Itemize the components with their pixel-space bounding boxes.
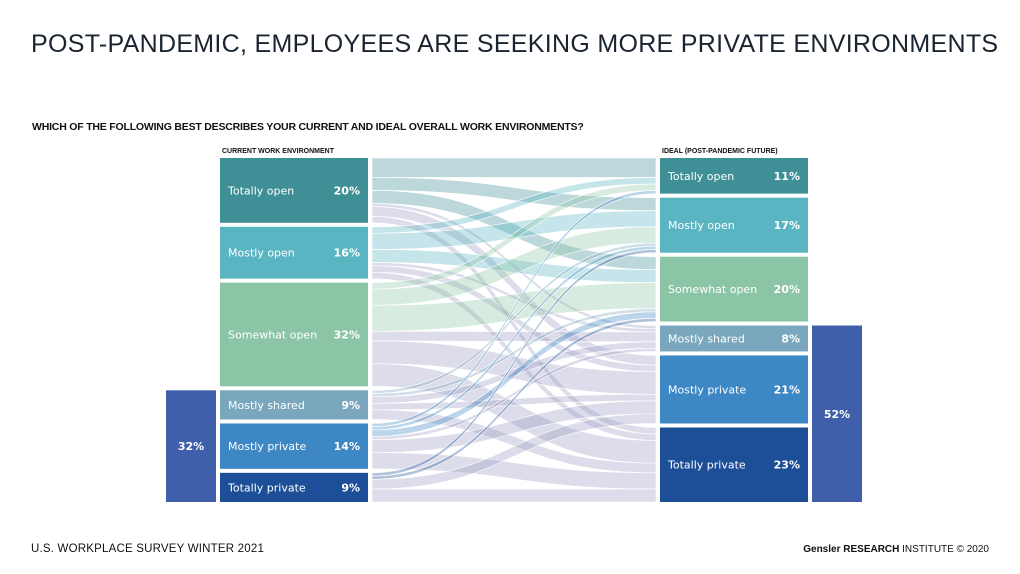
flow-totally-private-to-mostly-private bbox=[371, 413, 657, 490]
current-node-mostly-shared bbox=[220, 390, 368, 420]
current-node-somewhat-open bbox=[220, 282, 368, 387]
right-column-header: IDEAL (POST-PANDEMIC FUTURE) bbox=[662, 148, 778, 155]
flow-totally-private-to-totally-private bbox=[371, 488, 657, 503]
current-node-value-mostly-private: 14% bbox=[334, 440, 360, 453]
current-node-totally-private bbox=[220, 472, 368, 502]
current-node-value-mostly-shared: 9% bbox=[341, 399, 360, 412]
brand-name: Gensler RESEARCH bbox=[803, 544, 900, 555]
ideal-node-somewhat-open bbox=[660, 256, 808, 322]
survey-question: WHICH OF THE FOLLOWING BEST DESCRIBES YO… bbox=[32, 121, 584, 133]
current-node-label-totally-open: Totally open bbox=[227, 184, 294, 197]
ideal-node-value-mostly-open: 17% bbox=[774, 219, 800, 232]
ideal-node-value-totally-open: 11% bbox=[774, 170, 800, 183]
right-private-group-value: 52% bbox=[824, 408, 850, 421]
flow-mostly-private-to-totally-open bbox=[371, 190, 657, 428]
current-node-label-mostly-open: Mostly open bbox=[228, 247, 295, 260]
current-node-value-totally-open: 20% bbox=[334, 184, 360, 197]
ideal-node-label-somewhat-open: Somewhat open bbox=[668, 283, 757, 296]
left-column-header: CURRENT WORK ENVIRONMENT bbox=[222, 148, 334, 155]
flow-mostly-private-to-mostly-shared bbox=[371, 347, 657, 440]
survey-name: U.S. WORKPLACE SURVEY WINTER 2021 bbox=[31, 543, 265, 555]
right-private-group-bar bbox=[812, 325, 862, 502]
ideal-node-value-totally-private: 23% bbox=[774, 459, 800, 472]
ideal-node-totally-open bbox=[660, 158, 808, 194]
current-node-value-mostly-open: 16% bbox=[334, 247, 360, 260]
ideal-node-label-mostly-open: Mostly open bbox=[668, 219, 735, 232]
current-node-mostly-private bbox=[220, 423, 368, 469]
ideal-node-totally-private bbox=[660, 427, 808, 502]
ideal-node-mostly-private bbox=[660, 355, 808, 424]
ideal-node-value-mostly-shared: 8% bbox=[781, 332, 800, 345]
current-node-totally-open bbox=[220, 158, 368, 223]
current-node-label-mostly-private: Mostly private bbox=[228, 440, 306, 453]
chart-title: POST-PANDEMIC, EMPLOYEES ARE SEEKING MOR… bbox=[31, 30, 999, 58]
flow-totally-private-to-mostly-open bbox=[371, 249, 657, 477]
ideal-node-label-totally-private: Totally private bbox=[667, 459, 746, 472]
ideal-node-label-mostly-shared: Mostly shared bbox=[668, 332, 745, 345]
flow-totally-open-to-totally-open bbox=[371, 157, 657, 178]
institute-name: INSTITUTE © 2020 bbox=[902, 544, 989, 555]
flow-totally-private-to-somewhat-open bbox=[371, 317, 657, 480]
left-private-group-value: 32% bbox=[178, 440, 204, 453]
current-node-label-mostly-shared: Mostly shared bbox=[228, 399, 305, 412]
footer-credit: Gensler RESEARCH INSTITUTE © 2020 bbox=[803, 544, 989, 555]
current-node-label-totally-private: Totally private bbox=[227, 481, 306, 494]
ideal-node-value-mostly-private: 21% bbox=[774, 383, 800, 396]
ideal-node-value-somewhat-open: 20% bbox=[774, 283, 800, 296]
left-private-group-bar bbox=[166, 390, 216, 502]
current-node-label-somewhat-open: Somewhat open bbox=[228, 328, 317, 341]
current-node-value-totally-private: 9% bbox=[341, 481, 360, 494]
ideal-node-label-mostly-private: Mostly private bbox=[668, 383, 746, 396]
current-node-value-somewhat-open: 32% bbox=[334, 328, 360, 341]
current-node-mostly-open bbox=[220, 226, 368, 279]
ideal-node-label-totally-open: Totally open bbox=[667, 170, 734, 183]
ideal-node-mostly-shared bbox=[660, 325, 808, 352]
flow-links bbox=[371, 157, 657, 503]
ideal-node-mostly-open bbox=[660, 197, 808, 253]
